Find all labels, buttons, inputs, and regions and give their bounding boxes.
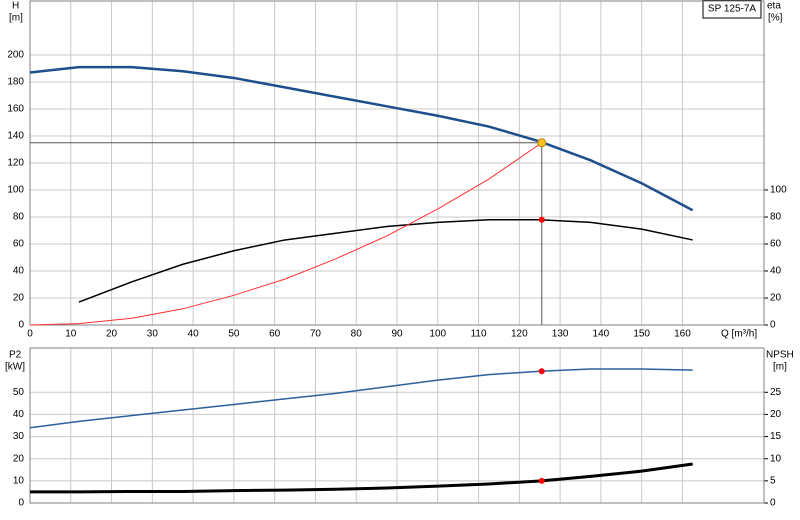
curve — [78, 218, 693, 303]
x-tick-label: 30 — [147, 329, 159, 340]
y2-tick-label: 0 — [770, 320, 776, 331]
y-tick-label: 100 — [7, 185, 24, 196]
x-tick-label: 80 — [351, 329, 363, 340]
curve — [29, 65, 694, 212]
y2-axis-label: NPSH — [766, 350, 794, 361]
y-tick-label: 160 — [7, 104, 24, 115]
x-tick-label: 10 — [65, 329, 77, 340]
title-box — [702, 0, 762, 19]
y2-tick-label: 15 — [770, 431, 782, 442]
duty-point — [537, 138, 547, 148]
x-tick-label: 70 — [310, 329, 322, 340]
y2-tick-label: 20 — [770, 293, 782, 304]
x-tick-label: 130 — [552, 329, 569, 340]
y2-tick-label: 60 — [770, 239, 782, 250]
x-tick-label: 100 — [429, 329, 446, 340]
plot-frame — [29, 347, 765, 504]
y-tick-label: 0 — [18, 498, 24, 509]
x-tick-label: 150 — [633, 329, 650, 340]
y2-axis-unit: [%] — [768, 13, 783, 24]
y2-axis-label: eta — [767, 1, 781, 12]
curve — [29, 142, 543, 326]
y2-tick-label: 25 — [770, 387, 782, 398]
y-tick-label: 10 — [13, 475, 25, 486]
operating-point — [538, 368, 545, 375]
y-tick-label: 180 — [7, 77, 24, 88]
x-axis-label: Q [m³/h] — [721, 329, 757, 340]
y-tick-label: 20 — [13, 453, 25, 464]
x-tick-label: 0 — [27, 329, 33, 340]
y2-tick-label: 5 — [770, 475, 776, 486]
y-tick-label: 20 — [13, 293, 25, 304]
y2-tick-label: 80 — [770, 212, 782, 223]
x-tick-label: 140 — [593, 329, 610, 340]
y2-tick-label: 40 — [770, 266, 782, 277]
y2-tick-label: 0 — [770, 498, 776, 509]
x-tick-label: 60 — [269, 329, 281, 340]
plot-frame — [29, 0, 765, 326]
x-tick-label: 20 — [106, 329, 118, 340]
y-axis-label: P2 — [9, 350, 22, 361]
y2-axis-unit: [m] — [773, 362, 787, 373]
y-tick-label: 120 — [7, 158, 24, 169]
y-tick-label: 50 — [13, 387, 25, 398]
y-tick-label: 0 — [18, 320, 24, 331]
y-tick-label: 30 — [13, 431, 25, 442]
x-tick-label: 90 — [391, 329, 403, 340]
y2-tick-label: 100 — [770, 185, 787, 196]
x-tick-label: 40 — [188, 329, 200, 340]
operating-point — [538, 216, 545, 223]
y-tick-label: 40 — [13, 266, 25, 277]
y-tick-label: 140 — [7, 131, 24, 142]
y-axis-label: H — [12, 1, 19, 12]
curve — [30, 462, 693, 494]
x-tick-label: 120 — [511, 329, 528, 340]
y-tick-label: 40 — [13, 409, 25, 420]
curve — [29, 368, 693, 429]
x-tick-label: 110 — [471, 329, 487, 340]
y-tick-label: 60 — [13, 239, 25, 250]
chart-title: SP 125-7A — [708, 4, 757, 15]
y2-tick-label: 10 — [770, 453, 782, 464]
y-tick-label: 200 — [7, 50, 24, 61]
x-tick-label: 160 — [674, 329, 691, 340]
x-tick-label: 50 — [228, 329, 240, 340]
y-tick-label: 80 — [13, 212, 25, 223]
y-axis-unit: [kW] — [5, 362, 25, 373]
operating-point — [538, 477, 545, 484]
y-axis-unit: [m] — [9, 13, 23, 24]
y2-tick-label: 20 — [770, 409, 782, 420]
